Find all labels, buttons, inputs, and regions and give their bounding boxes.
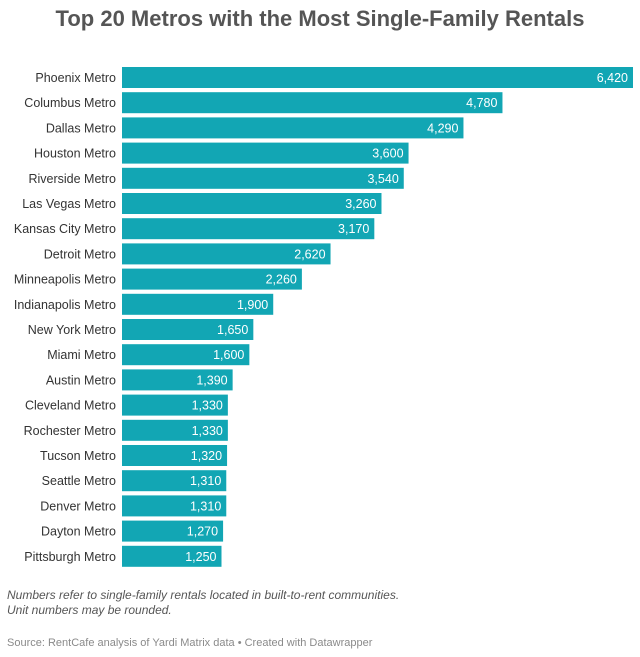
bar [122, 268, 302, 290]
category-label: New York Metro [28, 323, 116, 337]
value-label: 4,780 [466, 96, 497, 110]
category-label: Denver Metro [40, 499, 116, 513]
category-label: Tucson Metro [40, 449, 116, 463]
category-label: Dayton Metro [41, 525, 116, 539]
category-label: Rochester Metro [24, 424, 116, 438]
bar [122, 167, 404, 189]
category-label: Cleveland Metro [25, 399, 116, 413]
value-label: 2,620 [294, 247, 325, 261]
bar [122, 520, 224, 542]
bar [122, 319, 254, 340]
value-label: 1,330 [192, 399, 223, 413]
bar [122, 243, 331, 265]
category-label: Kansas City Metro [14, 222, 116, 236]
category-label: Dallas Metro [46, 121, 116, 135]
bar [122, 369, 233, 391]
category-label: Indianapolis Metro [14, 298, 116, 312]
category-label: Las Vegas Metro [22, 197, 116, 211]
category-label: Detroit Metro [44, 247, 116, 261]
value-label: 3,600 [372, 147, 403, 161]
bar [122, 67, 633, 88]
category-label: Seattle Metro [42, 474, 116, 488]
bar [122, 445, 228, 466]
value-label: 3,260 [345, 197, 376, 211]
value-label: 1,650 [217, 323, 248, 337]
value-label: 3,170 [338, 222, 369, 236]
bar [122, 293, 274, 315]
note-line: Unit numbers may be rounded. [7, 603, 172, 617]
bar [122, 193, 382, 214]
bar [122, 92, 503, 114]
category-label: Riverside Metro [28, 172, 116, 186]
bar [122, 117, 464, 139]
bar [122, 419, 228, 441]
value-label: 1,390 [196, 373, 227, 387]
bar [122, 545, 222, 567]
value-label: 1,320 [191, 449, 222, 463]
value-label: 1,330 [192, 424, 223, 438]
bar [122, 344, 250, 366]
bar [122, 495, 227, 517]
value-label: 1,270 [187, 525, 218, 539]
value-label: 1,310 [190, 474, 221, 488]
value-label: 1,900 [237, 298, 268, 312]
category-label: Miami Metro [47, 348, 116, 362]
value-label: 1,250 [185, 550, 216, 564]
value-label: 1,600 [213, 348, 244, 362]
value-label: 3,540 [367, 172, 398, 186]
bar [122, 470, 227, 492]
bar-chart: Phoenix Metro 6,420 Columbus Metro 4,780 Dal… [14, 67, 633, 567]
category-label: Phoenix Metro [35, 71, 116, 85]
category-label: Pittsburgh Metro [24, 550, 116, 564]
value-label: 2,260 [266, 273, 297, 287]
source-credit: Source: RentCafe analysis of Yardi Matri… [7, 637, 373, 649]
value-label: 1,310 [190, 499, 221, 513]
note-line: Numbers refer to single-family rentals l… [7, 588, 400, 602]
category-label: Austin Metro [46, 373, 116, 387]
category-label: Columbus Metro [24, 96, 116, 110]
category-label: Minneapolis Metro [14, 273, 116, 287]
chart-notes: Numbers refer to single-family rentals l… [7, 588, 399, 618]
value-label: 6,420 [597, 71, 628, 85]
bar [122, 218, 375, 240]
bar [122, 142, 409, 164]
category-label: Houston Metro [34, 147, 116, 161]
chart-title: Top 20 Metros with the Most Single-Famil… [55, 6, 585, 31]
bar [122, 394, 228, 416]
value-label: 4,290 [427, 121, 458, 135]
